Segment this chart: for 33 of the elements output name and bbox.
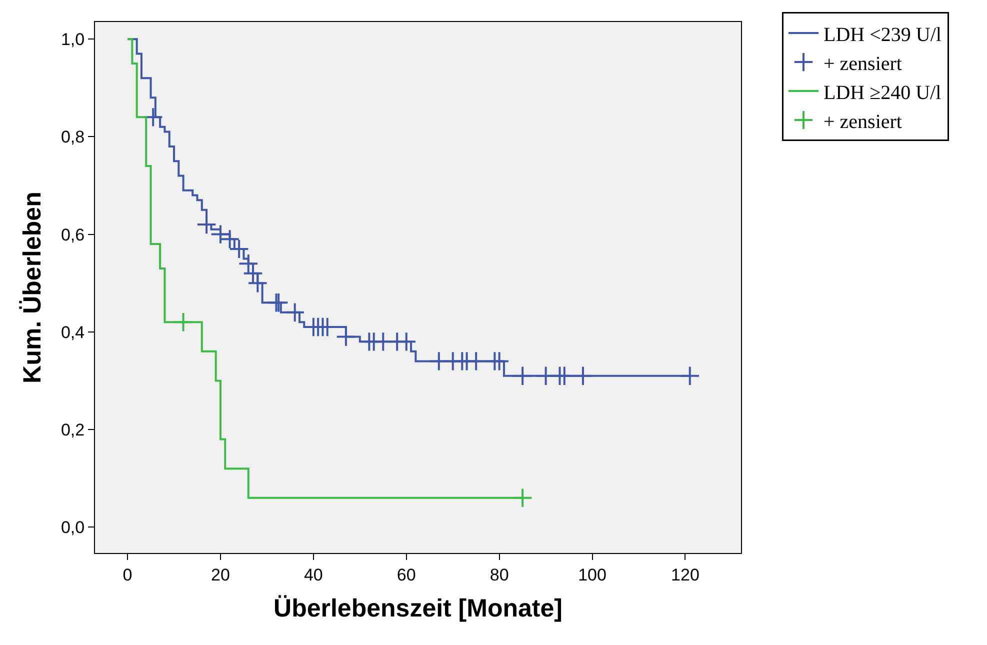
y-axis-title: Kum. Überleben	[18, 192, 47, 384]
x-tick-label: 40	[304, 565, 323, 584]
x-tick-label: 60	[396, 565, 416, 584]
legend-label: + zensiert	[824, 110, 902, 133]
point	[336, 326, 356, 347]
point	[396, 332, 416, 352]
x-tick-label: 20	[211, 565, 230, 584]
point	[238, 253, 258, 274]
y-tick-label: 0,4	[60, 322, 85, 342]
x-tick-label: 120	[671, 565, 700, 584]
x-axis-title: Überlebenszeit [Monate]	[274, 594, 562, 622]
legend-label: + zensiert	[824, 52, 902, 75]
x-tick-label: 80	[490, 565, 509, 584]
y-tick-label: 0,8	[60, 128, 85, 147]
y-tick-label: 0,6	[60, 225, 85, 244]
point	[554, 366, 574, 386]
point	[284, 302, 305, 322]
point	[512, 366, 533, 386]
legend-label: LDH <239 U/l	[824, 24, 942, 46]
point	[210, 224, 231, 244]
point	[512, 488, 533, 508]
point	[680, 366, 700, 386]
y-tick-label: 0,0	[60, 518, 85, 538]
point	[572, 366, 594, 386]
legend-label: LDH ≥240 U/l	[824, 82, 942, 104]
x-tick-label: 0	[122, 565, 132, 584]
point	[489, 351, 510, 372]
point	[173, 312, 194, 332]
x-tick-label: 100	[578, 565, 606, 584]
y-tick-label: 0,2	[60, 420, 85, 440]
y-tick-label: 1,0	[60, 30, 85, 50]
point	[196, 214, 217, 235]
point	[248, 273, 268, 294]
